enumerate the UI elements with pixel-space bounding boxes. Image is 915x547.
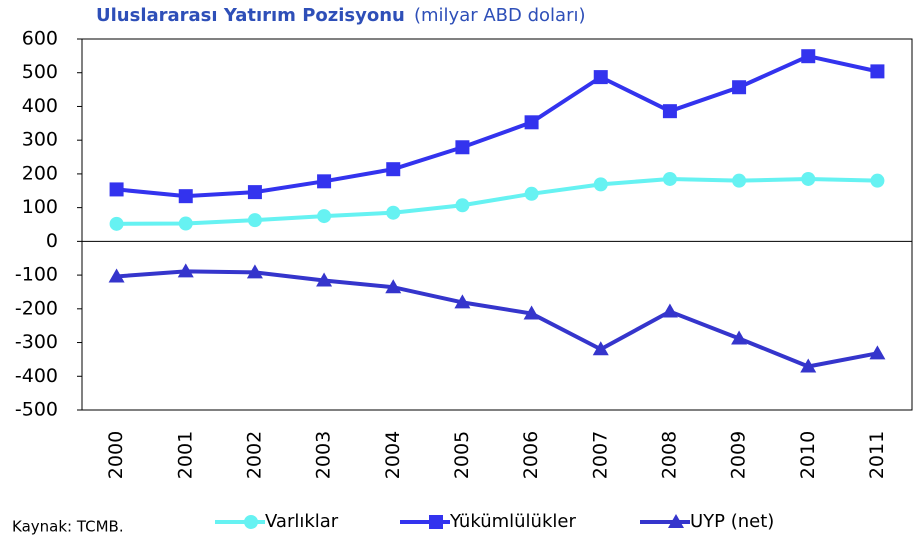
point (178, 216, 193, 231)
point (108, 268, 125, 283)
y-tick-label: -400 (15, 365, 58, 387)
point (870, 173, 885, 188)
series-line (116, 54, 878, 199)
point (662, 171, 677, 186)
x-tick-label: 2004 (382, 431, 404, 479)
legend-label: Varlıklar (265, 511, 339, 532)
point (247, 213, 262, 228)
point (316, 272, 333, 287)
y-tick-label: 100 (22, 196, 58, 218)
point (317, 209, 332, 224)
point (524, 115, 539, 130)
point (109, 182, 124, 197)
legend-label: Yükümlülükler (449, 511, 576, 532)
point (593, 177, 608, 192)
point (454, 294, 471, 309)
point (661, 303, 678, 318)
point (800, 358, 817, 373)
point (177, 263, 194, 278)
x-tick-label: 2001 (174, 431, 196, 479)
chart-title: Uluslararası Yatırım Pozisyonu (96, 5, 405, 26)
x-tick-label: 2008 (658, 431, 680, 479)
y-tick-label: 500 (22, 61, 58, 83)
x-tick-label: 2009 (728, 431, 750, 479)
point (523, 305, 540, 320)
point (246, 264, 263, 279)
point (668, 514, 684, 528)
point (109, 216, 124, 231)
point (662, 104, 677, 119)
source: Kaynak: TCMB. (12, 518, 124, 536)
x-tick-label: 2007 (589, 431, 611, 479)
x-tick-label: 2006 (520, 431, 542, 479)
plot-area (81, 38, 913, 411)
point (385, 279, 402, 294)
point (801, 171, 816, 186)
x-tick-label: 2005 (451, 431, 473, 479)
x-tick-label: 2002 (243, 431, 265, 479)
y-tick-label: -500 (15, 399, 58, 421)
point (455, 198, 470, 213)
y-tick-label: 600 (22, 28, 58, 50)
x-tick-label: 2003 (313, 431, 335, 479)
point (869, 345, 886, 360)
point (178, 189, 193, 204)
point (455, 140, 470, 155)
point (244, 515, 258, 529)
point (524, 186, 539, 201)
x-tick-label: 2000 (105, 431, 127, 479)
point (317, 174, 332, 189)
point (592, 341, 609, 356)
y-tick-label: 200 (22, 162, 58, 184)
point (386, 162, 401, 177)
y-tick-label: 0 (46, 230, 58, 252)
series-line (116, 176, 878, 226)
point (247, 185, 262, 200)
chart-subtitle: (milyar ABD doları) (414, 5, 586, 26)
y-tick-label: -100 (15, 264, 58, 286)
point (801, 49, 816, 64)
point (731, 330, 748, 345)
x-tick-label: 2010 (797, 431, 819, 479)
point (593, 70, 608, 85)
point (732, 80, 747, 95)
point (732, 173, 747, 188)
point (429, 515, 443, 529)
point (870, 64, 885, 79)
y-tick-label: 400 (22, 95, 58, 117)
y-tick-label: -200 (15, 297, 58, 319)
legend-label: UYP (net) (690, 511, 774, 532)
point (386, 205, 401, 220)
series-line (116, 269, 878, 369)
y-tick-label: -300 (15, 331, 58, 353)
y-tick-label: 300 (22, 129, 58, 151)
x-tick-label: 2011 (866, 431, 888, 479)
